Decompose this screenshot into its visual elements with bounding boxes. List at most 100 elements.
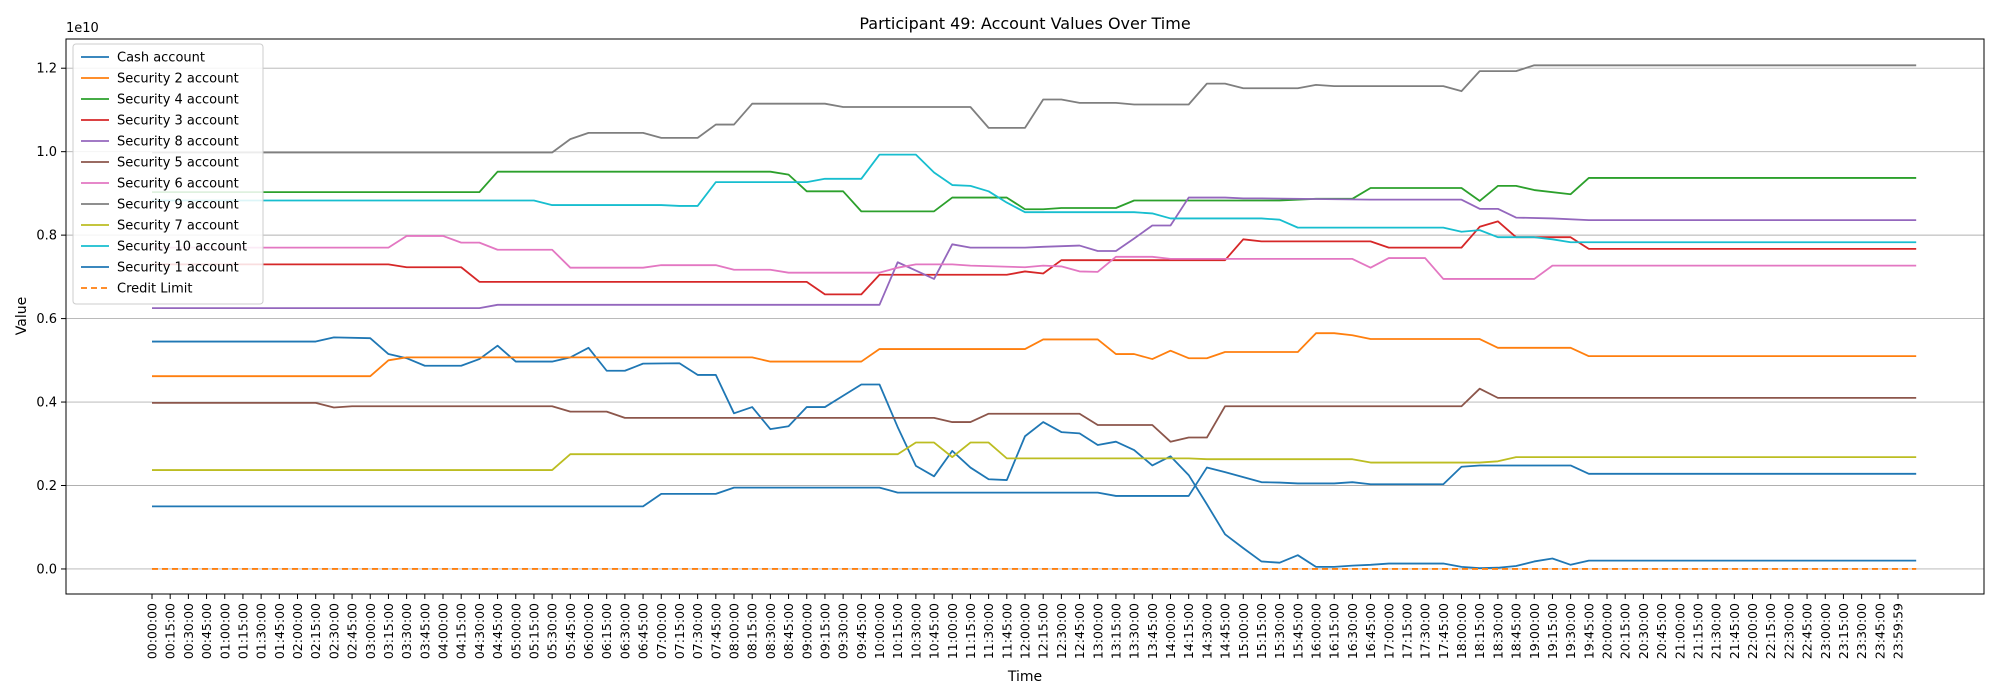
x-tick-label: 21:45:00 xyxy=(1727,603,1742,659)
x-tick-label: 00:15:00 xyxy=(163,603,178,659)
x-tick-label: 18:00:00 xyxy=(1454,603,1469,659)
legend-label: Credit Limit xyxy=(117,282,192,297)
x-tick-label: 04:15:00 xyxy=(454,603,469,659)
x-tick-label: 08:15:00 xyxy=(745,603,760,659)
x-tick-label: 16:30:00 xyxy=(1345,603,1360,659)
x-tick-label: 00:00:00 xyxy=(145,603,160,659)
legend-label: Security 5 account xyxy=(117,156,239,171)
x-tick-label: 05:15:00 xyxy=(526,603,541,659)
x-tick-label: 08:45:00 xyxy=(781,603,796,659)
x-tick-label: 00:45:00 xyxy=(199,603,214,659)
x-tick-label: 17:45:00 xyxy=(1436,603,1451,659)
legend-label: Security 9 account xyxy=(117,198,239,213)
series-line-security-8-account xyxy=(152,196,1917,310)
x-tick-label: 14:30:00 xyxy=(1199,603,1214,659)
x-tick-label: 09:45:00 xyxy=(854,603,869,659)
x-tick-label: 01:30:00 xyxy=(254,603,269,659)
x-tick-label: 13:30:00 xyxy=(1127,603,1142,659)
x-tick-label: 23:30:00 xyxy=(1854,603,1869,659)
x-tick-label: 20:30:00 xyxy=(1636,603,1651,659)
series-line-security-4-account xyxy=(152,170,1917,213)
x-tick-label: 02:30:00 xyxy=(326,603,341,659)
x-tick-label: 20:00:00 xyxy=(1600,603,1615,659)
x-tick-label: 13:15:00 xyxy=(1108,603,1123,659)
x-tick-label: 19:00:00 xyxy=(1527,603,1542,659)
x-tick-label: 06:30:00 xyxy=(617,603,632,659)
gridlines xyxy=(66,67,1984,570)
series-lines xyxy=(152,64,1917,570)
x-tick-label: 17:30:00 xyxy=(1418,603,1433,659)
x-tick-label: 01:45:00 xyxy=(272,603,287,659)
x-tick-label: 17:00:00 xyxy=(1381,603,1396,659)
y-tick-label: 0.8 xyxy=(36,229,57,244)
series-line-security-3-account xyxy=(152,220,1917,296)
x-tick-label: 00:30:00 xyxy=(181,603,196,659)
x-tick-label: 10:30:00 xyxy=(908,603,923,659)
x-tick-label: 09:15:00 xyxy=(817,603,832,659)
x-tick-label: 18:30:00 xyxy=(1490,603,1505,659)
legend-label: Security 8 account xyxy=(117,135,239,150)
x-tick-label: 10:45:00 xyxy=(927,603,942,659)
x-tick-label: 15:00:00 xyxy=(1236,603,1251,659)
x-tick-label: 20:15:00 xyxy=(1618,603,1633,659)
x-tick-label: 16:45:00 xyxy=(1363,603,1378,659)
y-tick-label: 1.0 xyxy=(36,145,57,160)
x-tick-label: 22:30:00 xyxy=(1781,603,1796,659)
x-tick-label: 23:00:00 xyxy=(1818,603,1833,659)
legend-label: Security 2 account xyxy=(117,72,239,87)
x-tick-label: 14:00:00 xyxy=(1163,603,1178,659)
legend: Cash account Security 2 account Security 4… xyxy=(72,43,264,305)
legend-label: Security 4 account xyxy=(117,93,239,108)
x-tick-label: 02:45:00 xyxy=(345,603,360,659)
x-tick-label: 19:30:00 xyxy=(1563,603,1578,659)
x-tick-label: 02:15:00 xyxy=(308,603,323,659)
x-tick-label: 07:45:00 xyxy=(708,603,723,659)
plot-area-frame xyxy=(65,38,1985,595)
x-tick-label: 09:00:00 xyxy=(799,603,814,659)
x-tick-label: 14:45:00 xyxy=(1218,603,1233,659)
x-tick-label: 13:00:00 xyxy=(1090,603,1105,659)
x-tick-label: 04:00:00 xyxy=(436,603,451,659)
series-line-cash-account xyxy=(152,336,1917,570)
x-tick-label: 16:00:00 xyxy=(1309,603,1324,659)
y-tick-label: 0.4 xyxy=(36,396,57,411)
x-tick-label: 22:15:00 xyxy=(1763,603,1778,659)
legend-label: Security 6 account xyxy=(117,177,239,192)
x-tick-label: 22:00:00 xyxy=(1745,603,1760,659)
x-tick-label: 03:45:00 xyxy=(417,603,432,659)
x-tick-label: 15:30:00 xyxy=(1272,603,1287,659)
x-tick-label: 05:00:00 xyxy=(508,603,523,659)
y-tick-label: 0.0 xyxy=(36,562,57,577)
x-tick-label: 18:45:00 xyxy=(1509,603,1524,659)
x-tick-label: 04:45:00 xyxy=(490,603,505,659)
x-tick-label: 15:45:00 xyxy=(1290,603,1305,659)
x-tick-label: 18:15:00 xyxy=(1472,603,1487,659)
x-tick-label: 03:30:00 xyxy=(399,603,414,659)
x-tick-label: 06:15:00 xyxy=(599,603,614,659)
x-tick-label: 03:15:00 xyxy=(381,603,396,659)
series-line-security-5-account xyxy=(152,387,1917,443)
y-tick-label: 0.6 xyxy=(36,312,57,327)
x-axis: 00:00:00 00:15:00 00:30:00 00:45:00 01:00:00… xyxy=(145,594,1906,659)
x-tick-label: 23:45:00 xyxy=(1872,603,1887,659)
chart-title: Participant 49: Account Values Over Time xyxy=(859,14,1190,33)
x-tick-label: 14:15:00 xyxy=(1181,603,1196,659)
x-tick-label: 01:15:00 xyxy=(235,603,250,659)
x-tick-label: 10:00:00 xyxy=(872,603,887,659)
x-tick-label: 22:45:00 xyxy=(1800,603,1815,659)
x-tick-label: 03:00:00 xyxy=(363,603,378,659)
legend-label: Security 7 account xyxy=(117,219,239,234)
x-tick-label: 05:45:00 xyxy=(563,603,578,659)
x-tick-label: 07:00:00 xyxy=(654,603,669,659)
x-tick-label: 21:30:00 xyxy=(1709,603,1724,659)
x-tick-label: 07:15:00 xyxy=(672,603,687,659)
x-tick-label: 12:15:00 xyxy=(1036,603,1051,659)
x-tick-label: 11:15:00 xyxy=(963,603,978,659)
x-axis-label: Time xyxy=(1007,669,1042,685)
y-tick-label: 0.2 xyxy=(36,479,57,494)
x-tick-label: 01:00:00 xyxy=(217,603,232,659)
series-line-security-6-account xyxy=(152,235,1917,280)
x-tick-label: 06:45:00 xyxy=(636,603,651,659)
y-tick-label: 1.2 xyxy=(36,62,57,77)
